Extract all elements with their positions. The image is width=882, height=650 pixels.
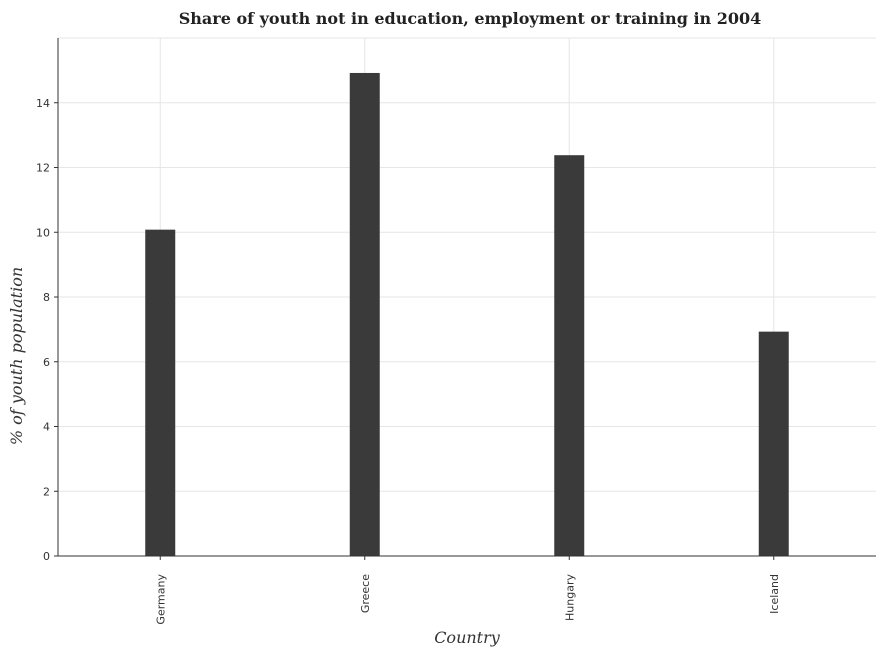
grid <box>58 37 876 557</box>
y-tick-label: 8 <box>43 291 50 304</box>
axes <box>54 38 876 560</box>
x-tick-label: Hungary <box>563 574 576 621</box>
bar-hungary <box>554 155 585 556</box>
y-tick-label: 4 <box>43 421 50 434</box>
y-tick-label: 14 <box>36 97 50 110</box>
x-tick-label: Germany <box>154 574 167 625</box>
y-tick-label: 6 <box>43 356 50 369</box>
bar-greece <box>349 72 380 556</box>
y-tick-label: 2 <box>43 485 50 498</box>
tick-labels: 0 2 4 6 8 10 12 14 Germany Greece Hungary Iceland <box>36 97 781 625</box>
x-tick-label: Iceland <box>768 574 781 614</box>
y-tick-label: 0 <box>43 550 50 563</box>
bar-iceland <box>758 331 789 556</box>
x-tick-label: Greece <box>359 574 372 613</box>
y-axis-label: % of youth population <box>7 267 26 445</box>
y-tick-label: 10 <box>36 226 50 239</box>
bar-germany <box>145 229 176 556</box>
y-tick-label: 12 <box>36 162 50 175</box>
x-axis-label: Country <box>434 628 501 647</box>
bars <box>145 72 789 556</box>
chart-title: Share of youth not in education, employm… <box>179 9 762 28</box>
